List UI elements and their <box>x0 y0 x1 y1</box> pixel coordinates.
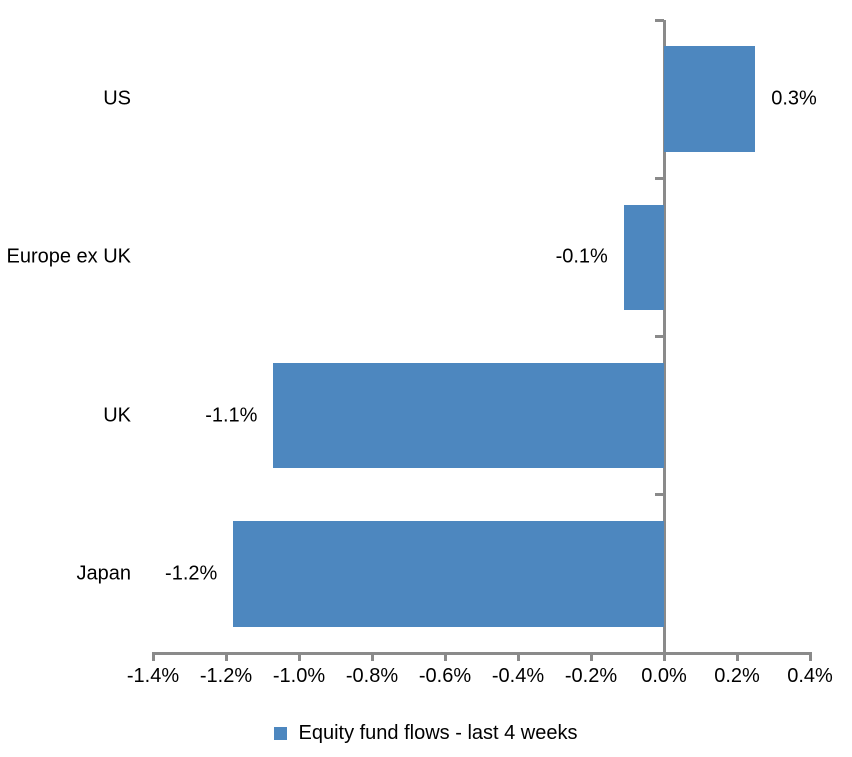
x-axis-tick-label: -0.4% <box>491 665 545 687</box>
category-label-japan: Japan <box>76 562 132 585</box>
x-axis-tick <box>443 653 447 661</box>
x-axis-tick <box>151 653 155 661</box>
x-axis-tick <box>224 653 228 661</box>
category-label-europe-ex-uk: Europe ex UK <box>6 245 131 268</box>
legend-series-label: Equity fund flows - last 4 weeks <box>298 722 578 744</box>
x-axis-tick <box>297 653 301 661</box>
category-label-uk: UK <box>103 404 131 427</box>
x-axis-tick-label: -0.8% <box>345 665 399 687</box>
category-axis-tick <box>655 335 664 338</box>
category-axis-line <box>662 20 666 661</box>
x-axis-tick <box>808 653 812 661</box>
x-axis-tick <box>589 653 593 661</box>
x-axis-line <box>151 651 812 655</box>
data-label-uk: -1.1% <box>205 404 258 427</box>
bar-uk[interactable] <box>273 362 664 469</box>
bar-us[interactable] <box>664 46 756 152</box>
category-label-us: US <box>103 87 131 110</box>
chart-legend[interactable]: Equity fund flows - last 4 weeks <box>0 721 852 745</box>
bar-europe-ex-uk[interactable] <box>623 204 664 311</box>
x-axis-tick <box>370 653 374 661</box>
data-label-us: 0.3% <box>771 87 817 110</box>
x-axis-tick-label: 0.4% <box>787 665 833 687</box>
x-axis-tick-label: -0.6% <box>418 665 472 687</box>
x-axis-tick <box>662 653 666 661</box>
category-axis-tick <box>655 18 664 22</box>
bar-japan[interactable] <box>233 521 664 627</box>
legend-series-marker <box>274 726 288 740</box>
x-axis-tick-label: 0.2% <box>714 665 760 687</box>
x-axis-tick <box>516 653 520 661</box>
category-axis-tick <box>655 176 664 180</box>
data-label-europe-ex-uk: -0.1% <box>555 245 608 268</box>
x-axis-tick <box>735 653 739 661</box>
x-axis-tick-label: -0.2% <box>564 665 618 687</box>
category-axis-tick <box>655 493 664 497</box>
x-axis-tick-label: -1.2% <box>199 665 253 687</box>
x-axis-tick-label: -1.4% <box>126 665 180 687</box>
data-label-japan: -1.2% <box>165 562 218 585</box>
x-axis-tick-label: 0.0% <box>641 665 687 687</box>
x-axis-tick-label: -1.0% <box>272 665 326 687</box>
